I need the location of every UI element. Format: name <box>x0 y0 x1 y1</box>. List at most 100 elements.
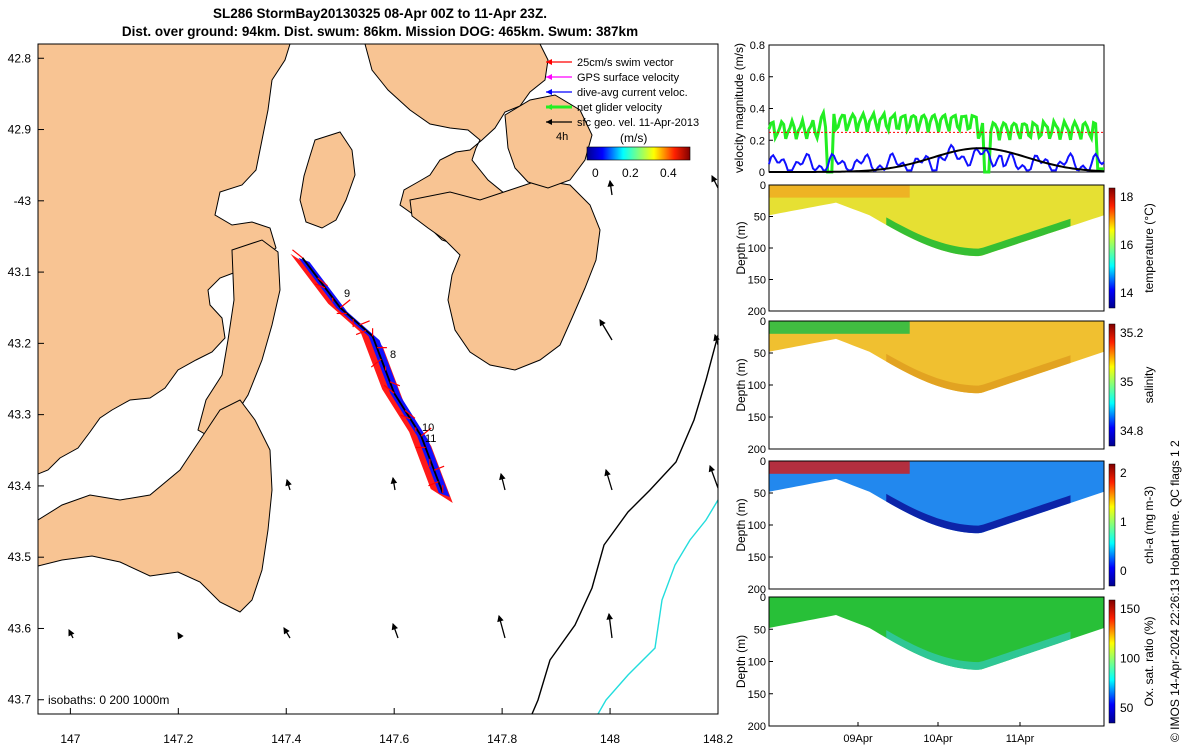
legend-arrowhead <box>546 119 552 125</box>
legend-4h-label: 4h <box>556 131 568 143</box>
time-tick: 09Apr <box>843 733 873 745</box>
swim-vector <box>317 277 328 287</box>
map-xtick-label: 147.6 <box>379 732 409 746</box>
isobath-note: isobaths: 0 200 1000m <box>48 693 169 707</box>
swim-vector <box>400 414 411 420</box>
section-deep-band <box>886 217 1071 257</box>
depth-ylabel: Depth (m) <box>734 221 748 274</box>
velocity-panel: 0 0.2 0.4 0.6 0.8 velocity magnitude (m/s) <box>732 40 1105 179</box>
section-colorbar <box>1108 187 1116 309</box>
depth-tick: 50 <box>754 488 766 500</box>
geo-arrow-head <box>599 319 606 327</box>
glider-track <box>290 249 453 504</box>
time-tick: 10Apr <box>923 733 953 745</box>
geo-arrow-head <box>711 174 718 183</box>
legend-arrowhead <box>546 59 552 65</box>
colorbar-tick: 35.2 <box>1120 326 1144 340</box>
land-island-west <box>299 131 356 229</box>
map-ytick-label: 43.3 <box>8 408 32 422</box>
map-ytick-label: 42.8 <box>8 51 32 65</box>
section-surface-band <box>769 597 910 610</box>
swim-vector <box>404 409 416 419</box>
colorbar-tick: 35 <box>1120 375 1134 389</box>
velocity-ytick: 0 <box>759 167 765 179</box>
velocity-ytick: 0.4 <box>750 104 765 116</box>
swim-vector <box>383 384 395 394</box>
map-x-ticks: 147 147.2 147.4 147.6 147.8 148 148.2 <box>60 708 733 746</box>
map-ytick-label: 43.2 <box>8 336 32 350</box>
map-xtick-label: 147.4 <box>271 732 301 746</box>
track-label-11: 11 <box>425 433 436 445</box>
colorbar-tick: 16 <box>1120 238 1134 252</box>
chart-subtitle: Dist. over ground: 94km. Dist. swum: 86k… <box>121 24 639 39</box>
map-xtick-label: 147 <box>60 732 80 746</box>
colorbar-label: temperature (°C) <box>1142 203 1156 293</box>
isobath-1000 <box>597 499 718 714</box>
depth-tick: 150 <box>748 552 766 564</box>
depth-tick: 50 <box>754 348 766 360</box>
geo-arrow-head <box>606 612 613 620</box>
depth-tick: 150 <box>748 412 766 424</box>
legend-label: sfc geo. vel. 11-Apr-2013 <box>577 117 699 129</box>
map-ytick-label: -43 <box>14 194 32 208</box>
section-colorbar <box>1108 323 1116 447</box>
chart-title: SL286 StormBay20130325 08-Apr 00Z to 11-… <box>213 6 547 21</box>
section-surface-band <box>769 461 910 474</box>
depth-tick: 200 <box>748 306 766 318</box>
map-panel: 9 8 10 11 25cm/s swim vector GPS surface … <box>8 43 733 746</box>
legend-label: 25cm/s swim vector <box>577 57 674 69</box>
colorbar-tick-2: 0.4 <box>660 166 677 180</box>
map-ytick-label: 42.9 <box>8 123 32 137</box>
section-deep-band <box>886 353 1071 394</box>
swim-vector <box>355 329 367 336</box>
colorbar-tick: 2 <box>1120 466 1127 480</box>
depth-tick: 100 <box>748 380 766 392</box>
depth-ylabel: Depth (m) <box>734 498 748 551</box>
depth-tick: 200 <box>748 444 766 456</box>
depth-tick: 150 <box>748 689 766 701</box>
legend-arrowhead <box>546 104 552 110</box>
depth-tick: 200 <box>748 721 766 733</box>
colorbar-label: salinity <box>1142 367 1156 404</box>
geo-arrow-head <box>285 478 292 487</box>
legend-label: net glider velocity <box>577 102 662 114</box>
swim-vector <box>420 427 432 437</box>
land-masses <box>38 44 601 613</box>
map-ytick-label: 43.7 <box>8 693 32 707</box>
swim-vector <box>359 320 370 326</box>
isobath-200 <box>531 334 718 714</box>
depth-tick: 0 <box>760 592 766 604</box>
geo-arrow-head <box>177 632 184 640</box>
geo-arrow-head <box>283 627 290 635</box>
swim-vector <box>433 465 445 471</box>
colorbar-label: Ox. sat. ratio (%) <box>1142 616 1156 706</box>
map-ytick-label: 43.1 <box>8 265 32 279</box>
depth-tick: 0 <box>760 456 766 468</box>
velocity-ylabel: velocity magnitude (m/s) <box>732 43 746 173</box>
swim-vector <box>389 381 401 387</box>
legend-label: dive-avg current veloc. <box>577 87 688 99</box>
map-xtick-label: 148.2 <box>703 732 733 746</box>
velocity-ytick: 0.2 <box>750 135 765 147</box>
colorbar-tick-1: 0.2 <box>622 166 639 180</box>
geo-arrow-head <box>607 179 615 187</box>
section-deep-band <box>886 493 1071 534</box>
geo-velocity-arrows <box>68 174 720 640</box>
map-xtick-label: 147.8 <box>487 732 517 746</box>
geo-arrow-head <box>604 468 611 477</box>
track-label-8: 8 <box>390 349 396 361</box>
depth-tick: 100 <box>748 243 766 255</box>
net-glider-velocity-line <box>767 107 1104 174</box>
colorbar-tick: 150 <box>1120 602 1140 616</box>
depth-ylabel: Depth (m) <box>734 358 748 411</box>
map-frame <box>37 43 719 715</box>
swim-vector <box>339 299 351 309</box>
track-line <box>301 257 444 494</box>
map-ytick-label: 43.6 <box>8 621 32 635</box>
colorbar-tick: 14 <box>1120 286 1134 300</box>
geo-arrow-head <box>68 628 75 637</box>
depth-tick: 50 <box>754 212 766 224</box>
section-panel: 0 50 100 150 200 Depth (m) 2 1 0 chl-a (mg m-3) <box>734 456 1156 596</box>
section-colorbar <box>1108 599 1116 724</box>
geo-arrow-head <box>391 622 398 631</box>
